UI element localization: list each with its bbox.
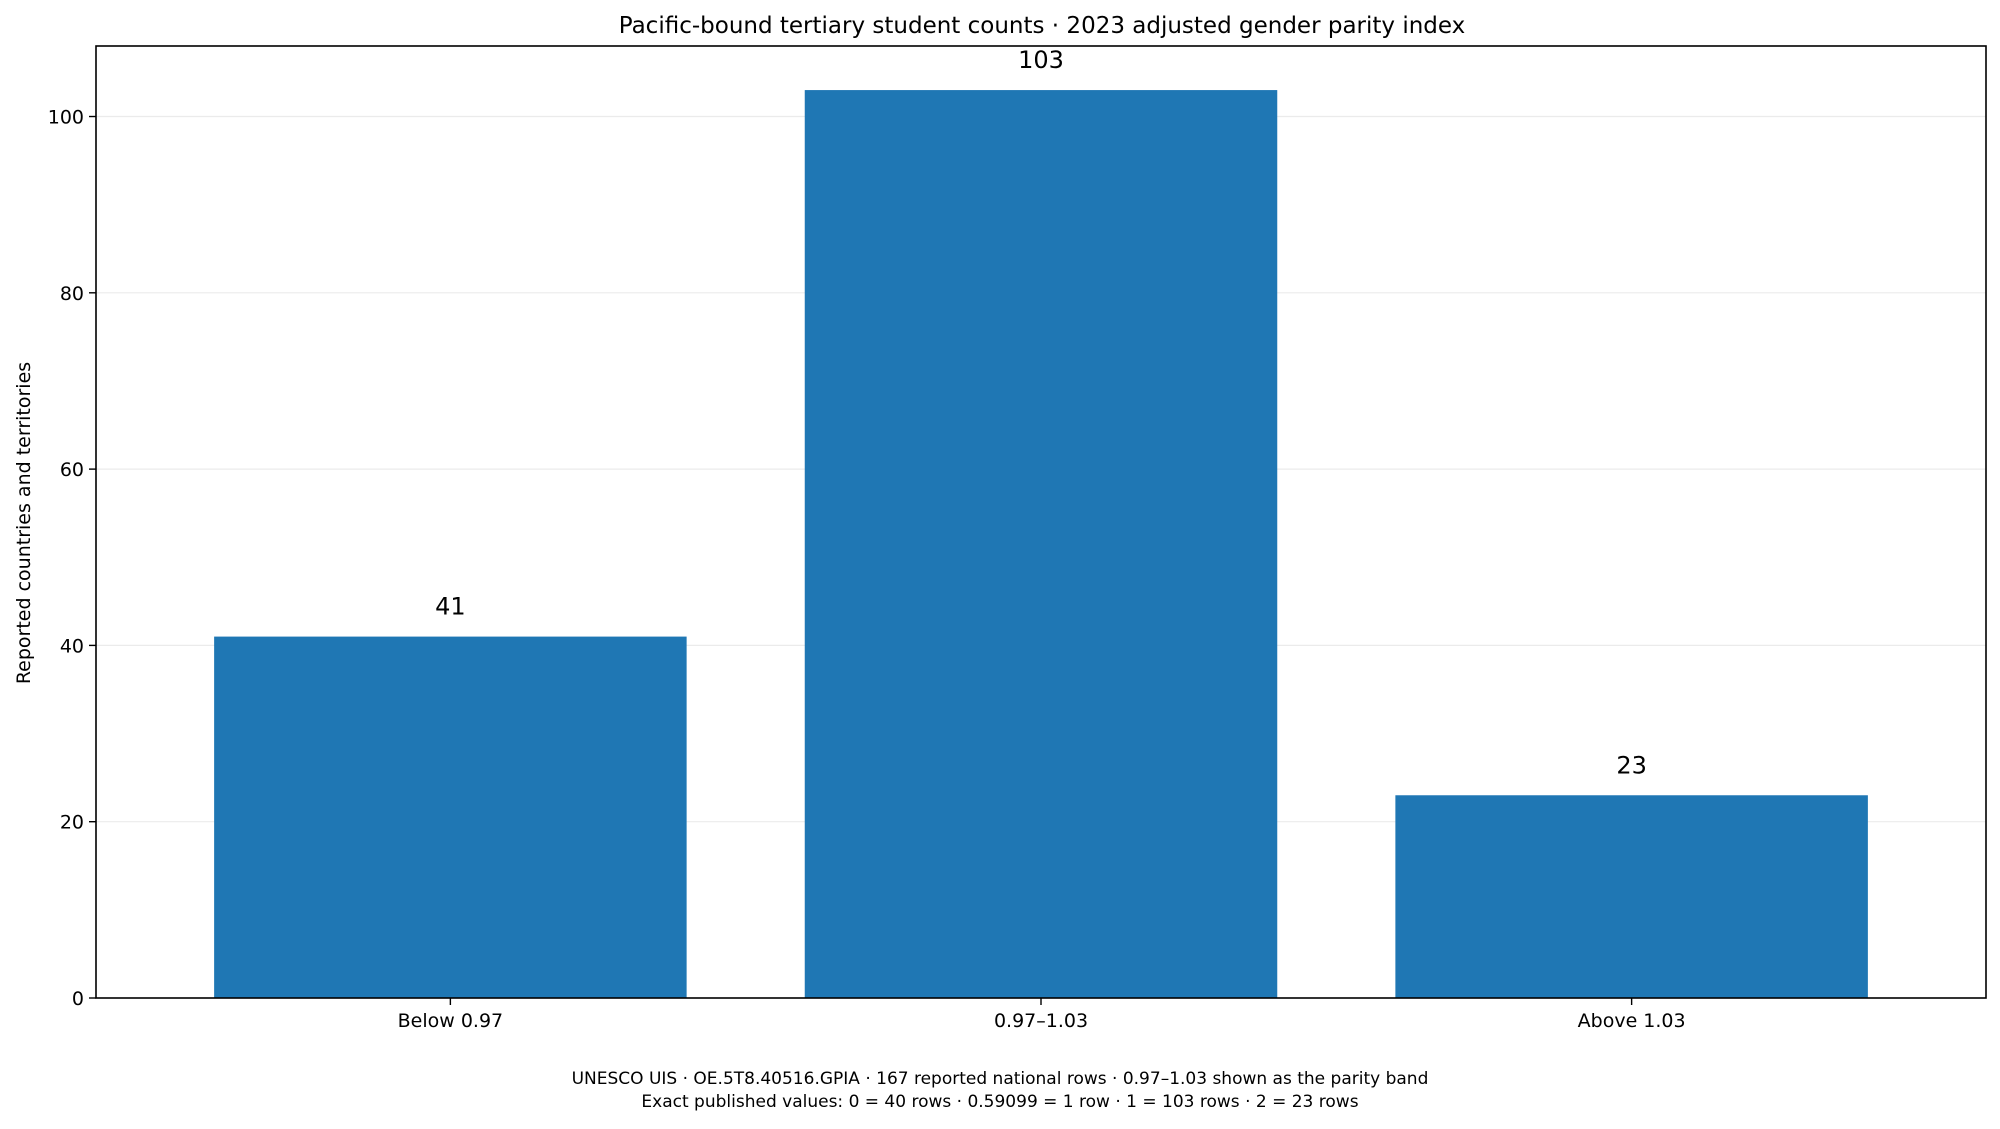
y-tick-label-100: 100: [48, 107, 84, 129]
y-tick-label-0: 0: [72, 988, 84, 1010]
bar-layer: [214, 90, 1868, 998]
data-label-1: 103: [1018, 46, 1064, 74]
data-label-0: 41: [435, 593, 466, 621]
footnote-source: UNESCO UIS · OE.5T8.40516.GPIA · 167 rep…: [572, 1069, 1429, 1089]
bar-2: [1395, 795, 1868, 998]
y-tick-label-40: 40: [60, 635, 84, 657]
bar-1: [804, 90, 1278, 998]
footnote-exact-values: Exact published values: 0 = 40 rows · 0.…: [641, 1092, 1358, 1112]
y-axis-label: Reported countries and territories: [13, 362, 35, 684]
bar-0: [214, 636, 687, 998]
x-axis-ticks: Below 0.97 0.97–1.03 Above 1.03: [398, 998, 1686, 1032]
x-tick-label-1: 0.97–1.03: [994, 1010, 1088, 1032]
y-tick-label-20: 20: [60, 812, 84, 834]
x-tick-label-2: Above 1.03: [1578, 1010, 1686, 1032]
data-label-2: 23: [1616, 751, 1647, 779]
y-tick-label-60: 60: [60, 459, 84, 481]
data-label-layer: 41 103 23: [435, 46, 1647, 779]
y-tick-label-80: 80: [60, 283, 84, 305]
y-axis-ticks: 0 20 40 60 80 100: [48, 107, 96, 1010]
x-tick-label-0: Below 0.97: [398, 1010, 504, 1032]
chart-title: Pacific-bound tertiary student counts · …: [619, 13, 1466, 39]
